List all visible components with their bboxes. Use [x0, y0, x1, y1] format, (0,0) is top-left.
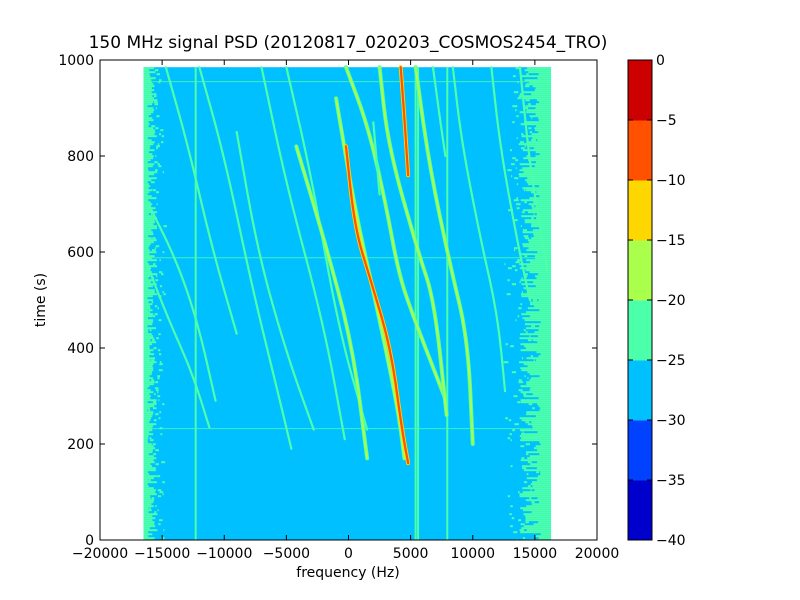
y-tick-label: 600 — [67, 245, 94, 261]
trace-9 — [344, 145, 410, 465]
colorbar-segment — [628, 240, 652, 301]
y-tick-label: 1000 — [58, 53, 94, 69]
colorbar-segment — [628, 360, 652, 421]
chart-title: 150 MHz signal PSD (20120817_020203_COSM… — [89, 33, 608, 53]
y-tick-label: 400 — [67, 341, 94, 357]
x-tick-label: −15000 — [134, 546, 190, 562]
trace-15 — [490, 66, 532, 302]
trace-1 — [147, 202, 217, 402]
colorbar-tick-label: −15 — [656, 233, 686, 249]
colorbar-tick-label: −5 — [656, 113, 677, 129]
x-tick-label: −5000 — [263, 546, 310, 562]
trace-18 — [431, 66, 447, 158]
trace-5 — [260, 66, 346, 441]
colorbar: −40 −35 −30 −25 −20 −15 −10 −5 0 — [627, 53, 686, 549]
trace-7 — [295, 145, 369, 460]
colorbar-segment — [628, 120, 652, 181]
colorbar-segment — [628, 300, 652, 361]
x-tick-label: 5000 — [393, 546, 429, 562]
trace-14 — [451, 66, 507, 393]
trace-11 — [344, 66, 446, 398]
x-axis-label: frequency (Hz) — [296, 565, 399, 581]
colorbar-segment — [628, 60, 652, 121]
x-tick-label: 0 — [344, 546, 353, 562]
trace-3 — [198, 66, 293, 450]
x-tick-label: 15000 — [513, 546, 558, 562]
trace-10 — [399, 66, 410, 177]
colorbar-tick-label: −40 — [656, 533, 686, 549]
colorbar-segment — [628, 180, 652, 241]
colorbar-segment — [628, 480, 652, 541]
trace-13 — [414, 66, 474, 446]
plot-area: −20000 −15000 −10000 −5000 0 5000 10000 15000 20… — [58, 53, 619, 562]
trace-2 — [164, 66, 238, 335]
colorbar-tick-label: −30 — [656, 413, 686, 429]
trace-17 — [372, 121, 381, 196]
trace-4 — [235, 130, 315, 431]
trace-0 — [144, 260, 211, 429]
y-tick-label: 200 — [67, 437, 94, 453]
x-tick-label: 20000 — [575, 546, 620, 562]
colorbar-tick-label: −10 — [656, 173, 686, 189]
x-tick-label: −20000 — [72, 546, 128, 562]
doppler-traces — [144, 65, 549, 466]
x-tick-label: 10000 — [450, 546, 495, 562]
y-tick-label: 0 — [85, 533, 94, 549]
colorbar-tick-label: −35 — [656, 473, 686, 489]
x-tick-label: −10000 — [196, 546, 252, 562]
trace-12 — [378, 66, 448, 417]
psd-background-field — [143, 67, 552, 540]
colorbar-tick-label: −20 — [656, 293, 686, 309]
colorbar-tick-label: 0 — [656, 53, 665, 69]
y-axis-label: time (s) — [33, 273, 49, 327]
trace-16 — [518, 66, 549, 273]
y-tick-label: 800 — [67, 149, 94, 165]
colorbar-tick-label: −25 — [656, 353, 686, 369]
colorbar-segment — [628, 420, 652, 481]
